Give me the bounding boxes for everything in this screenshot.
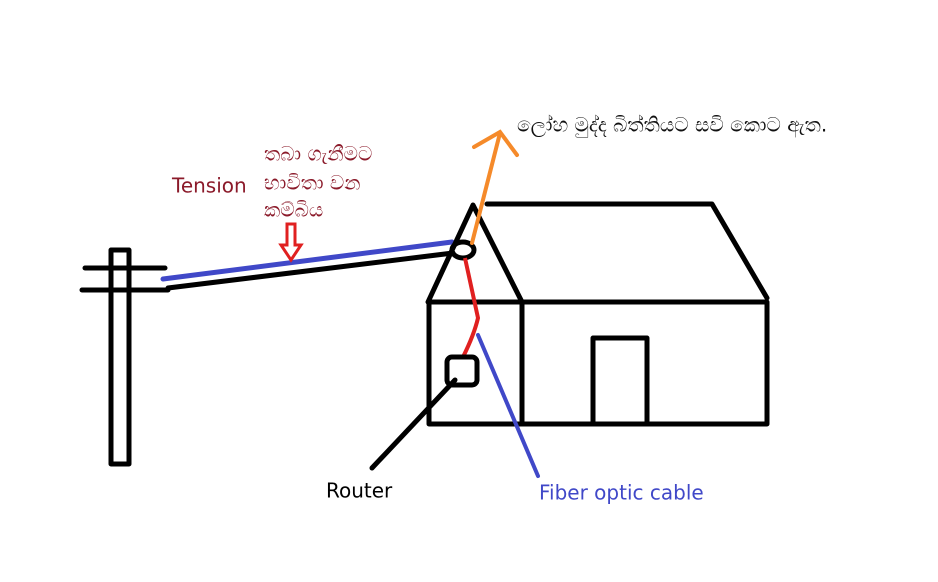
door	[590, 335, 650, 427]
metal-ring	[449, 239, 477, 261]
tension-wire	[165, 250, 456, 291]
router-box	[444, 354, 480, 388]
wire-note-line: තබා ගැනීමට	[264, 142, 372, 166]
fiber-cable	[160, 239, 455, 282]
wire-note-line: භාවිතා වන	[264, 171, 361, 195]
fiber-label: Fiber optic cable	[539, 481, 704, 505]
router-pointer	[369, 377, 458, 471]
tension-arrow	[278, 222, 304, 263]
tension-label: Tension	[171, 174, 247, 198]
roof	[484, 201, 770, 301]
fiber-pointer	[476, 333, 540, 478]
ring-arrow	[470, 129, 519, 245]
drop-cable	[461, 257, 481, 358]
ring-note: ලෝහ මුද්ද බිත්තියට සවි කොට ඇත.	[517, 113, 827, 139]
gable	[425, 202, 525, 305]
router-label: Router	[326, 479, 393, 503]
wire-note-line: කම්බිය	[264, 198, 323, 222]
pole	[108, 247, 132, 467]
